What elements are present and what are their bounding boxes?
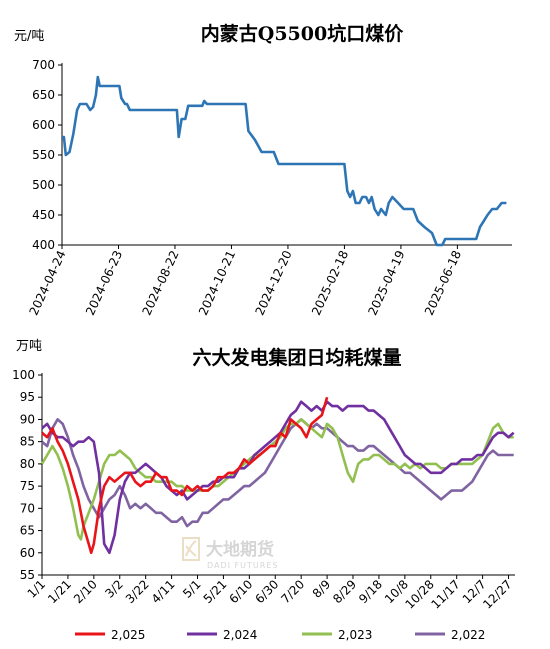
chart2-ytick-label: 75 — [20, 479, 35, 493]
chart1-ytick-label: 550 — [32, 148, 55, 162]
chart1-price-line — [62, 75, 507, 247]
chart2-ytick-label: 95 — [20, 390, 35, 404]
chart2-ytick-label: 80 — [20, 457, 35, 471]
chart2-xtick-label: 11/17 — [428, 577, 462, 611]
chart2-xtick-label: 12/27 — [480, 577, 514, 611]
chart2-xtick-label: 8/9 — [310, 577, 334, 601]
chart1-ytick-label: 700 — [32, 58, 55, 72]
chart1-title: 内蒙古Q5500坑口煤价 — [201, 22, 404, 45]
series-line-2025 — [41, 396, 329, 555]
chart2-xtick-label: 1/21 — [45, 577, 74, 606]
chart1-ytick-label: 600 — [32, 118, 55, 132]
watermark-en: DADI FUTURES — [207, 561, 278, 570]
chart2-xtick-label: 10/28 — [403, 577, 437, 611]
series-line-2023 — [40, 418, 514, 541]
chart2-xtick-label: 2/10 — [71, 577, 100, 606]
dadi-logo-icon — [182, 537, 200, 561]
chart2-xtick-label: 3/2 — [102, 577, 126, 601]
legend-label-2024: 2,024 — [223, 628, 257, 642]
legend-label-2022: 2,022 — [451, 628, 485, 642]
chart2-ytick-label: 90 — [20, 412, 35, 426]
chart2-ytick-label: 70 — [20, 501, 35, 515]
legend-label-2023: 2,023 — [338, 628, 372, 642]
chart1-ytick-label: 650 — [32, 88, 55, 102]
chart2-ytick-label: 60 — [20, 546, 35, 560]
chart2-xtick-label: 9/18 — [356, 577, 385, 606]
chart2-ytick-label: 55 — [20, 568, 35, 582]
chart2-xtick-label: 8/29 — [330, 577, 359, 606]
chart1-ytick-label: 450 — [32, 208, 55, 222]
chart1-ytick-label: 400 — [32, 238, 55, 252]
chart1-ytick-label: 500 — [32, 178, 55, 192]
series-line-2022 — [41, 418, 514, 528]
chart1-ylabel: 元/吨 — [14, 29, 44, 44]
dadi-futures-watermark: 大地期货 DADI FUTURES — [182, 537, 278, 570]
chart2-xtick-label: 6/10 — [227, 577, 256, 606]
chart2-xtick-label: 4/11 — [149, 577, 178, 606]
chart2-xtick-label: 5/1 — [180, 577, 204, 601]
chart2-xtick-label: 5/21 — [201, 577, 230, 606]
chart2-title: 六大发电集团日均耗煤量 — [192, 346, 401, 369]
chart2-xtick-label: 3/22 — [123, 577, 152, 606]
chart2-legend: 2,025 2,024 2,023 2,022 — [75, 628, 485, 642]
chart2-ytick-label: 85 — [20, 435, 35, 449]
chart2-ytick-label: 65 — [20, 524, 35, 538]
chart2-ylabel: 万吨 — [16, 339, 42, 354]
series-line-2024 — [41, 400, 515, 555]
watermark-cn: 大地期货 — [206, 539, 274, 560]
chart2-ytick-label: 100 — [12, 368, 35, 382]
chart2-xtick-label: 6/30 — [252, 577, 281, 606]
legend-label-2025: 2,025 — [111, 628, 145, 642]
chart2-xtick-label: 7/20 — [278, 577, 307, 606]
